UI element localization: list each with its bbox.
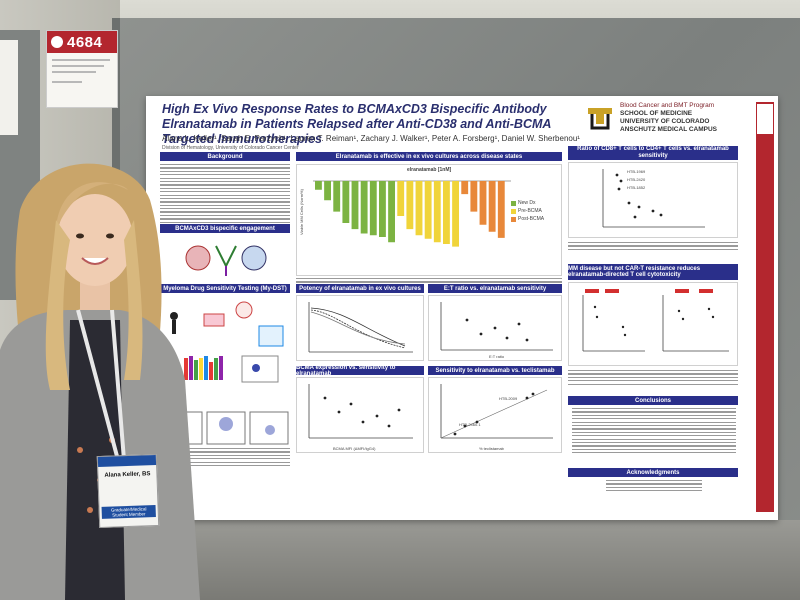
presenter-person <box>0 163 200 600</box>
mm-caption <box>568 370 738 387</box>
bar <box>360 181 368 234</box>
bar <box>443 181 450 244</box>
section-teclistamab: Sensitivity to elranatamab vs. teclistam… <box>428 366 562 375</box>
bar <box>433 181 441 243</box>
bar <box>479 181 487 225</box>
background-text <box>160 164 290 232</box>
cu-logo-icon <box>588 108 612 130</box>
acknowledgments-text <box>606 480 702 494</box>
legend-swatch <box>511 216 516 222</box>
bar <box>452 181 459 247</box>
bar <box>415 181 423 236</box>
section-mm-disease: MM disease but not CAR-T resistance redu… <box>568 264 738 280</box>
institution-block: Blood Cancer and BMT Program SCHOOL OF M… <box>620 102 740 134</box>
badge-role: Graduate/Medical Student Member <box>101 505 156 519</box>
point-label-htb1852: HTB-1852 <box>627 185 646 190</box>
bar <box>470 181 478 212</box>
campus-name: ANSCHUTZ MEDICAL CAMPUS <box>620 126 718 133</box>
teclistamab-scatter <box>440 384 553 439</box>
number-card-header: 4684 <box>47 31 117 53</box>
engagement-diagram <box>185 245 267 276</box>
point-label-htb2460: HTB-2460.1 <box>459 422 481 427</box>
number-card-text <box>47 53 117 93</box>
chart-title: elranatamab [1nM] <box>407 167 452 173</box>
legend-label: Pre-BCMA <box>518 208 542 214</box>
mydst-diagram <box>170 301 284 383</box>
bar <box>388 181 395 243</box>
poster-number-card: 4684 <box>46 30 118 108</box>
mm-disease-chart <box>568 282 738 366</box>
disease-states-chart: elranatamab [1nM] Viable MM Cells (Norm%… <box>296 164 562 276</box>
bar <box>351 181 359 230</box>
bar <box>497 181 505 238</box>
bcma-x-label: BCMA MFI (ΔMFI/IgG4) <box>333 446 376 451</box>
badge-name: Alana Keller, BS <box>104 471 151 479</box>
legend-label: Post-BCMA <box>518 216 545 222</box>
section-ratio: Ratio of CD8+ T cells to CD4+ T cells vs… <box>568 146 738 160</box>
point-label-htb2420: HTB-2420 <box>627 177 646 182</box>
bar <box>342 181 350 223</box>
section-bcmaxcd3: BCMAxCD3 bispecific engagement <box>160 224 290 233</box>
legend-swatch <box>511 200 516 206</box>
bar <box>379 181 386 237</box>
chart-y-label: Viable MM Cells (Norm%) <box>299 189 304 235</box>
section-conclusions: Conclusions <box>568 396 738 405</box>
side-banner <box>756 102 774 512</box>
research-poster: High Ex Vivo Response Rates to BCMAxCD3 … <box>146 96 778 520</box>
teclistamab-chart: HTB-2009 HTB-2460.1 % teclistamab <box>428 377 562 453</box>
bcma-scatter <box>308 384 413 439</box>
point-label-htb1969: HTB-1969 <box>627 169 646 174</box>
mm-disease-plots <box>582 289 729 352</box>
section-et-ratio: E:T ratio vs. elranatamab sensitivity <box>428 284 562 293</box>
bar <box>461 181 469 195</box>
ratio-scatter <box>602 169 705 228</box>
school-name: SCHOOL OF MEDICINE <box>620 110 693 117</box>
program-name: Blood Cancer and BMT Program <box>620 102 715 109</box>
section-potency: Potency of elranatamab in ex vivo cultur… <box>296 284 424 293</box>
bcma-chart: BCMA MFI (ΔMFI/IgG4) <box>296 377 424 453</box>
ratio-caption <box>568 242 738 252</box>
bar <box>406 181 414 230</box>
bar <box>424 181 432 239</box>
ash-logo-icon <box>51 36 63 48</box>
bar <box>324 181 331 201</box>
bar <box>397 181 405 216</box>
legend-swatch <box>511 208 516 214</box>
section-disease-states: Elranatamab is effective in ex vivo cult… <box>296 152 562 161</box>
name-badge: Alana Keller, BS Graduate/Medical Studen… <box>96 453 160 529</box>
potency-curves <box>308 302 413 353</box>
legend-item-post-bcma: Post-BCMA <box>511 215 559 223</box>
et-ratio-chart: E:T ratio <box>428 295 562 361</box>
chart-legend: New Dx Pre-BCMA Post-BCMA <box>511 199 559 223</box>
adjacent-poster-edge <box>0 40 18 135</box>
mydst-caption <box>160 448 290 468</box>
poster-number: 4684 <box>67 33 103 51</box>
poster-title: High Ex Vivo Response Rates to BCMAxCD3 … <box>162 102 551 146</box>
et-x-label: E:T ratio <box>489 354 505 359</box>
bar <box>369 181 377 236</box>
bar <box>333 181 341 212</box>
tec-x-label: % teclistamab <box>479 446 504 451</box>
section-mydst: Myeloma Drug Sensitivity Testing (My-DST… <box>160 284 290 293</box>
legend-label: New Dx <box>518 200 536 206</box>
conclusions-text <box>572 408 736 455</box>
bar-plot <box>313 180 511 247</box>
section-background: Background <box>160 152 290 161</box>
bar-chart-caption <box>296 278 562 285</box>
potency-chart <box>296 295 424 361</box>
legend-item-new-dx: New Dx <box>511 199 559 207</box>
poster-affiliation: Division of Hematology, University of Co… <box>162 145 299 151</box>
point-label-htb2009: HTB-2009 <box>499 396 518 401</box>
side-logo <box>757 104 773 134</box>
bar <box>315 181 322 190</box>
poster-authors: Alana L. Keller¹, Sarah E. Parzych¹, Lau… <box>162 134 580 143</box>
university-name: UNIVERSITY OF COLORADO <box>620 118 710 125</box>
et-ratio-scatter <box>440 302 553 351</box>
section-acknowledgments: Acknowledgments <box>568 468 738 477</box>
ratio-chart: HTB-1969 HTB-2420 HTB-1852 <box>568 162 738 238</box>
bar <box>488 181 496 232</box>
section-bcma-expression: BCMA expression vs. sensitivity to elran… <box>296 365 424 377</box>
legend-item-pre-bcma: Pre-BCMA <box>511 207 559 215</box>
